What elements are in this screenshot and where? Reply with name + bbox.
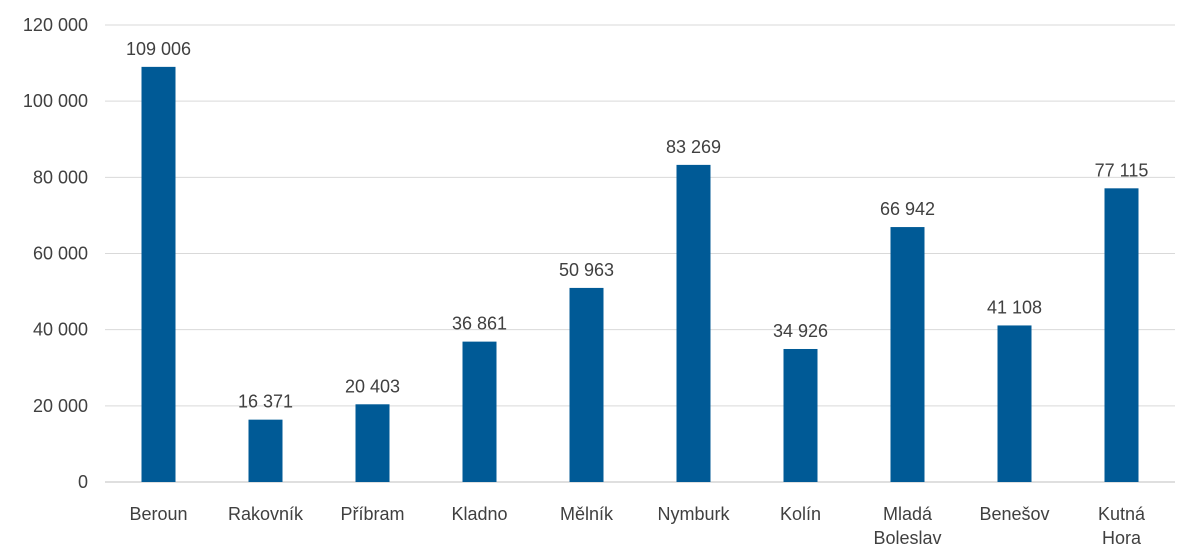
data-label: 41 108	[987, 297, 1042, 317]
gridlines	[105, 24, 1175, 483]
bars	[141, 66, 1139, 482]
x-tick-label: Nymburk	[657, 504, 730, 524]
data-label: 50 963	[559, 260, 614, 280]
y-tick-label: 120 000	[23, 15, 88, 35]
bar	[997, 325, 1032, 482]
data-label: 34 926	[773, 321, 828, 341]
data-label: 36 861	[452, 314, 507, 334]
x-tick-label: Benešov	[979, 504, 1049, 524]
x-tick-label: Mělník	[560, 504, 614, 524]
bar	[462, 341, 497, 482]
y-tick-label: 40 000	[33, 320, 88, 340]
data-label: 16 371	[238, 392, 293, 412]
bar	[569, 287, 604, 482]
x-tick-label: Rakovník	[228, 504, 304, 524]
bar	[355, 404, 390, 482]
bar	[1104, 188, 1139, 482]
x-tick-label: Beroun	[129, 504, 187, 524]
x-tick-label-line: Příbram	[340, 504, 404, 524]
x-tick-label-line: Kutná	[1098, 504, 1146, 524]
y-tick-label: 20 000	[33, 396, 88, 416]
x-tick-label-line: Kladno	[451, 504, 507, 524]
x-tick-label-line: Mladá	[883, 504, 933, 524]
x-tick-label-line: Boleslav	[873, 528, 941, 548]
y-tick-label: 60 000	[33, 244, 88, 264]
y-tick-label: 80 000	[33, 167, 88, 187]
y-tick-label: 100 000	[23, 91, 88, 111]
x-tick-label-line: Mělník	[560, 504, 614, 524]
x-tick-label-line: Rakovník	[228, 504, 304, 524]
x-tick-label: Kladno	[451, 504, 507, 524]
x-tick-label-line: Nymburk	[657, 504, 730, 524]
bar	[783, 348, 818, 482]
x-tick-label: Kolín	[780, 504, 821, 524]
data-label: 66 942	[880, 199, 935, 219]
y-axis-tick-labels: 0 20 000 40 000 60 000 80 000 100 000 120 000	[23, 15, 88, 492]
x-tick-label-line: Benešov	[979, 504, 1049, 524]
x-tick-label-line: Beroun	[129, 504, 187, 524]
data-label: 109 006	[126, 39, 191, 59]
x-tick-label: Kutná Hora	[1098, 504, 1146, 548]
data-label: 20 403	[345, 376, 400, 396]
data-label: 77 115	[1095, 160, 1149, 180]
bar	[890, 227, 925, 482]
bar	[248, 419, 283, 482]
x-tick-label: Příbram	[340, 504, 404, 524]
bar	[676, 164, 711, 482]
data-labels: 109 006 16 371 20 403 36 861 50 963 83 269 34 …	[126, 39, 1148, 412]
x-tick-label: Mladá Boleslav	[873, 504, 941, 548]
bar	[141, 66, 176, 482]
x-tick-label-line: Hora	[1102, 528, 1142, 548]
x-axis-tick-labels: Beroun Rakovník Příbram Kladno Mělník Nymburk…	[129, 504, 1146, 548]
y-tick-label: 0	[78, 472, 88, 492]
data-label: 83 269	[666, 137, 721, 157]
x-tick-label-line: Kolín	[780, 504, 821, 524]
